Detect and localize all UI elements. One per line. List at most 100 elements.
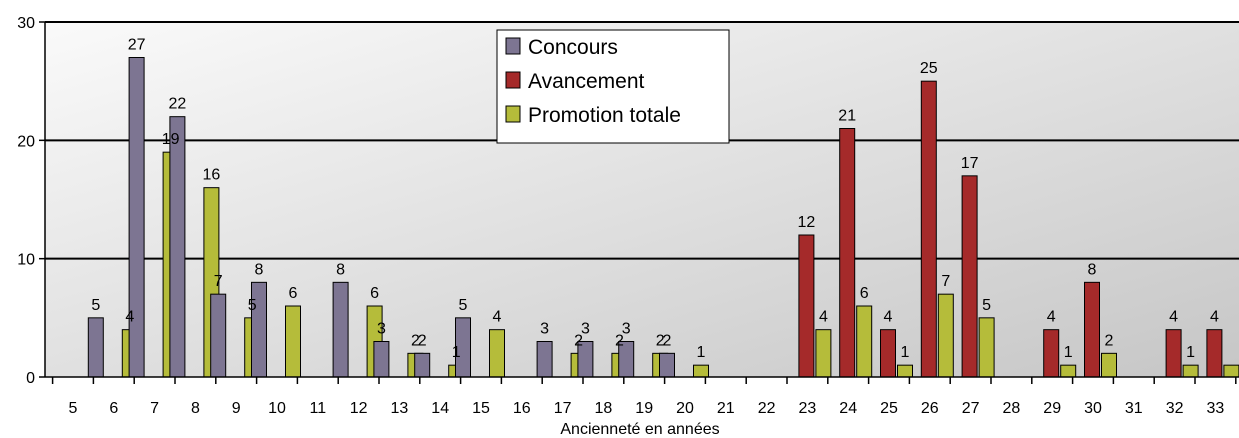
bar-promotion-totale [1060,364,1077,378]
bar-promotion-totale [489,329,505,378]
data-label: 2 [656,332,665,349]
x-tick-label: 30 [1084,400,1102,417]
legend-label: Promotion totale [528,104,681,127]
bar-promotion-totale [897,364,913,378]
data-label: 17 [961,155,979,172]
data-label: 8 [336,261,345,278]
bar-avancement [1165,329,1182,378]
x-tick-label: 15 [472,400,490,417]
x-tick-label: 23 [799,400,817,417]
y-tick-label: 30 [17,15,35,32]
legend-swatch [505,37,521,55]
bar-avancement [1206,329,1223,378]
x-tick-label: 12 [350,400,368,417]
data-label: 1 [1064,344,1073,361]
bars [87,57,1239,378]
x-tick-label: 16 [513,400,531,417]
bar-promotion-totale [937,293,954,378]
bar-promotion-totale [1101,352,1117,378]
y-tick-label: 10 [17,252,35,269]
bar-avancement [920,80,937,378]
x-tick-label: 11 [309,400,326,417]
data-label: 4 [884,309,893,326]
x-tick-label: 8 [191,400,200,417]
data-label: 5 [459,297,468,314]
bar-concours [128,57,145,378]
x-tick-label: 21 [717,400,735,417]
bar-concours [332,281,349,378]
data-label: 4 [1210,309,1219,326]
x-tick-label: 33 [1207,400,1225,417]
data-label: 4 [1047,309,1056,326]
x-tick-label: 7 [150,400,159,417]
bar-promotion-totale [693,364,709,378]
bar-promotion-totale [815,329,832,378]
bar-concours [169,116,186,378]
bar-avancement [961,175,978,378]
bar-avancement [880,329,896,378]
x-tick-label: 27 [962,400,980,417]
x-tick-label: 6 [109,400,118,417]
data-label: 12 [798,214,816,231]
legend-label: Avancement [528,70,645,93]
bar-concours [414,352,431,378]
data-label: 22 [169,96,187,113]
y-tick-label: 0 [26,370,35,387]
data-label: 8 [255,261,264,278]
data-label: 19 [162,131,180,148]
data-label: 4 [1169,309,1178,326]
data-label: 6 [370,285,379,302]
bar-promotion-totale [1182,364,1199,378]
legend-swatch [505,105,521,123]
bar-promotion-totale [978,317,995,378]
data-label: 16 [203,167,221,184]
bar-concours [87,317,104,378]
bar-concours [373,341,390,378]
bar-avancement [798,234,815,378]
x-tick-label: 5 [69,400,78,417]
x-tick-label: 26 [921,400,939,417]
x-tick-label: 29 [1043,400,1061,417]
data-label: 2 [1105,332,1114,349]
data-label: 3 [622,321,631,338]
data-label: 5 [91,297,100,314]
data-label: 2 [418,332,427,349]
bar-avancement [1043,329,1060,378]
bar-avancement [839,128,856,378]
legend-swatch [505,71,521,89]
bar-concours [659,352,675,378]
x-tick-label: 19 [635,400,653,417]
data-label: 4 [125,309,134,326]
legend-box [496,29,730,144]
data-label: 2 [574,332,583,349]
x-tick-label: 9 [232,400,241,417]
bar-promotion-totale [285,305,301,378]
data-label: 3 [377,321,386,338]
x-tick-labels: 5 6 7 8 9 10 11 12 13 14 15 16 17 18 19 20 21 22 23 24 25 26 2… [51,377,1237,417]
axes [44,22,1239,378]
data-label: 8 [1088,261,1097,278]
x-tick-label: 20 [676,400,694,417]
data-label: 1 [452,344,461,361]
data-label: 3 [581,321,590,338]
bar-concours [536,341,553,378]
x-tick-label: 25 [880,400,898,417]
data-label: 1 [697,344,706,361]
x-axis-title: Ancienneté en années [560,421,719,438]
data-labels: 5427192216758686322154323232211242164125… [91,37,1219,362]
legend-label: Concours [528,36,618,59]
data-label: 1 [901,344,910,361]
data-label: 21 [838,108,856,125]
x-tick-label: 10 [268,400,286,417]
data-label: 3 [540,321,549,338]
data-label: 5 [248,297,257,314]
bar-promotion-totale [1223,364,1239,378]
data-label: 2 [615,332,624,349]
data-label: 27 [128,37,146,54]
data-label: 4 [493,309,502,326]
data-label: 7 [214,273,223,290]
data-label: 6 [289,285,298,302]
bar-avancement [1084,281,1100,378]
data-label: 1 [1186,344,1195,361]
